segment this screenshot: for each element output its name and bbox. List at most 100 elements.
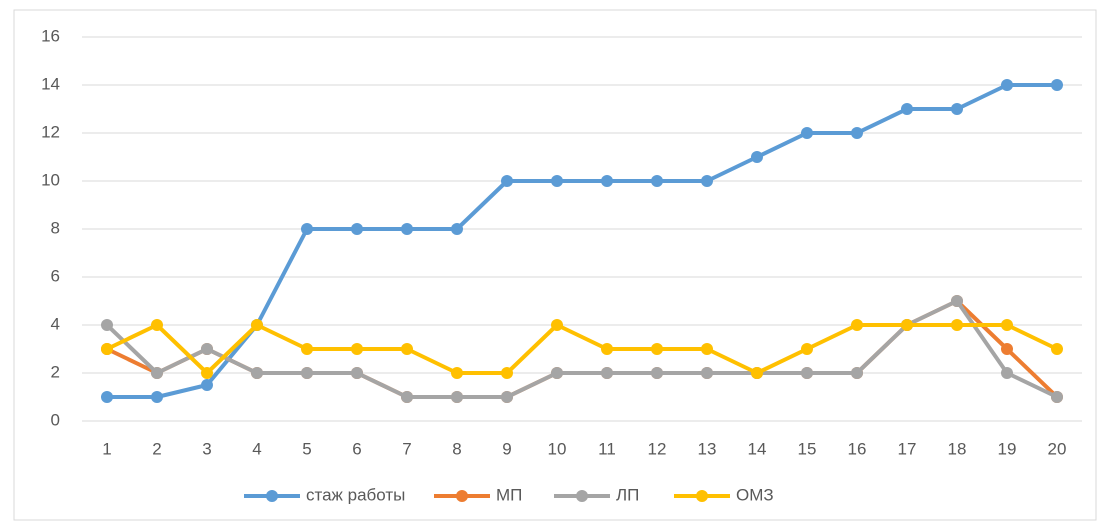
data-point	[151, 391, 163, 403]
y-tick-label: 12	[41, 122, 60, 141]
x-tick-label: 9	[502, 439, 511, 458]
data-point	[151, 319, 163, 331]
data-point	[701, 343, 713, 355]
data-point	[551, 367, 563, 379]
chart-frame	[13, 9, 1097, 521]
x-tick-label: 4	[252, 439, 261, 458]
data-point	[1001, 319, 1013, 331]
data-point	[401, 391, 413, 403]
x-tick-label: 1	[102, 439, 111, 458]
data-point	[851, 319, 863, 331]
data-point	[701, 175, 713, 187]
y-tick-label: 16	[41, 26, 60, 45]
data-point	[101, 391, 113, 403]
data-point	[701, 367, 713, 379]
data-point	[751, 367, 763, 379]
data-point	[301, 343, 313, 355]
data-point	[351, 367, 363, 379]
data-point	[901, 103, 913, 115]
series-line	[105, 299, 1058, 399]
data-point	[401, 223, 413, 235]
data-point	[501, 391, 513, 403]
data-point	[851, 367, 863, 379]
data-point	[1001, 367, 1013, 379]
data-point	[201, 379, 213, 391]
data-point	[501, 175, 513, 187]
x-tick-label: 8	[452, 439, 461, 458]
x-tick-label: 17	[898, 439, 917, 458]
x-tick-label: 13	[698, 439, 717, 458]
x-tick-label: 16	[848, 439, 867, 458]
legend-label: ОМЗ	[736, 485, 774, 504]
data-point	[801, 343, 813, 355]
y-tick-label: 2	[51, 362, 60, 381]
data-point	[601, 343, 613, 355]
data-point	[351, 343, 363, 355]
x-tick-label: 19	[998, 439, 1017, 458]
y-tick-label: 8	[51, 218, 60, 237]
legend-label: МП	[496, 485, 522, 504]
data-point	[651, 343, 663, 355]
data-point	[1001, 79, 1013, 91]
data-point	[451, 223, 463, 235]
series-line	[107, 83, 1057, 399]
data-point	[101, 319, 113, 331]
x-tick-label: 11	[598, 439, 616, 458]
data-point	[451, 367, 463, 379]
data-point	[951, 319, 963, 331]
data-point	[251, 367, 263, 379]
data-point	[151, 367, 163, 379]
x-tick-label: 14	[748, 439, 767, 458]
data-point	[651, 367, 663, 379]
data-point	[501, 367, 513, 379]
legend-marker	[456, 490, 468, 502]
x-tick-label: 12	[648, 439, 667, 458]
data-point	[951, 295, 963, 307]
data-point	[851, 127, 863, 139]
data-point	[601, 175, 613, 187]
legend-label: ЛП	[616, 485, 639, 504]
series-line	[106, 323, 1058, 375]
data-point	[401, 343, 413, 355]
x-tick-label: 18	[948, 439, 967, 458]
data-point	[801, 367, 813, 379]
data-point	[601, 367, 613, 379]
legend-label: стаж работы	[306, 485, 405, 504]
data-point	[901, 319, 913, 331]
data-point	[201, 367, 213, 379]
legend-marker	[266, 490, 278, 502]
data-point	[1051, 391, 1063, 403]
y-tick-label: 14	[41, 74, 60, 93]
data-point	[551, 175, 563, 187]
data-point	[201, 343, 213, 355]
y-tick-label: 10	[41, 170, 60, 189]
data-point	[651, 175, 663, 187]
legend-marker	[576, 490, 588, 502]
x-tick-label: 3	[202, 439, 211, 458]
data-point	[251, 319, 263, 331]
y-tick-label: 6	[51, 266, 60, 285]
data-point	[801, 127, 813, 139]
data-point	[551, 319, 563, 331]
data-point	[101, 343, 113, 355]
data-point	[301, 367, 313, 379]
data-point	[301, 223, 313, 235]
data-point	[351, 223, 363, 235]
x-tick-label: 7	[402, 439, 411, 458]
data-point	[751, 151, 763, 163]
data-point	[951, 103, 963, 115]
data-point	[1051, 79, 1063, 91]
data-point	[1051, 343, 1063, 355]
legend-marker	[696, 490, 708, 502]
y-tick-label: 4	[51, 314, 60, 333]
x-tick-label: 2	[152, 439, 161, 458]
y-tick-label: 0	[51, 410, 60, 429]
x-tick-label: 5	[302, 439, 311, 458]
x-tick-label: 20	[1048, 439, 1067, 458]
x-tick-label: 15	[798, 439, 817, 458]
data-point	[1001, 343, 1013, 355]
data-point	[451, 391, 463, 403]
x-tick-label: 6	[352, 439, 361, 458]
x-tick-label: 10	[548, 439, 567, 458]
